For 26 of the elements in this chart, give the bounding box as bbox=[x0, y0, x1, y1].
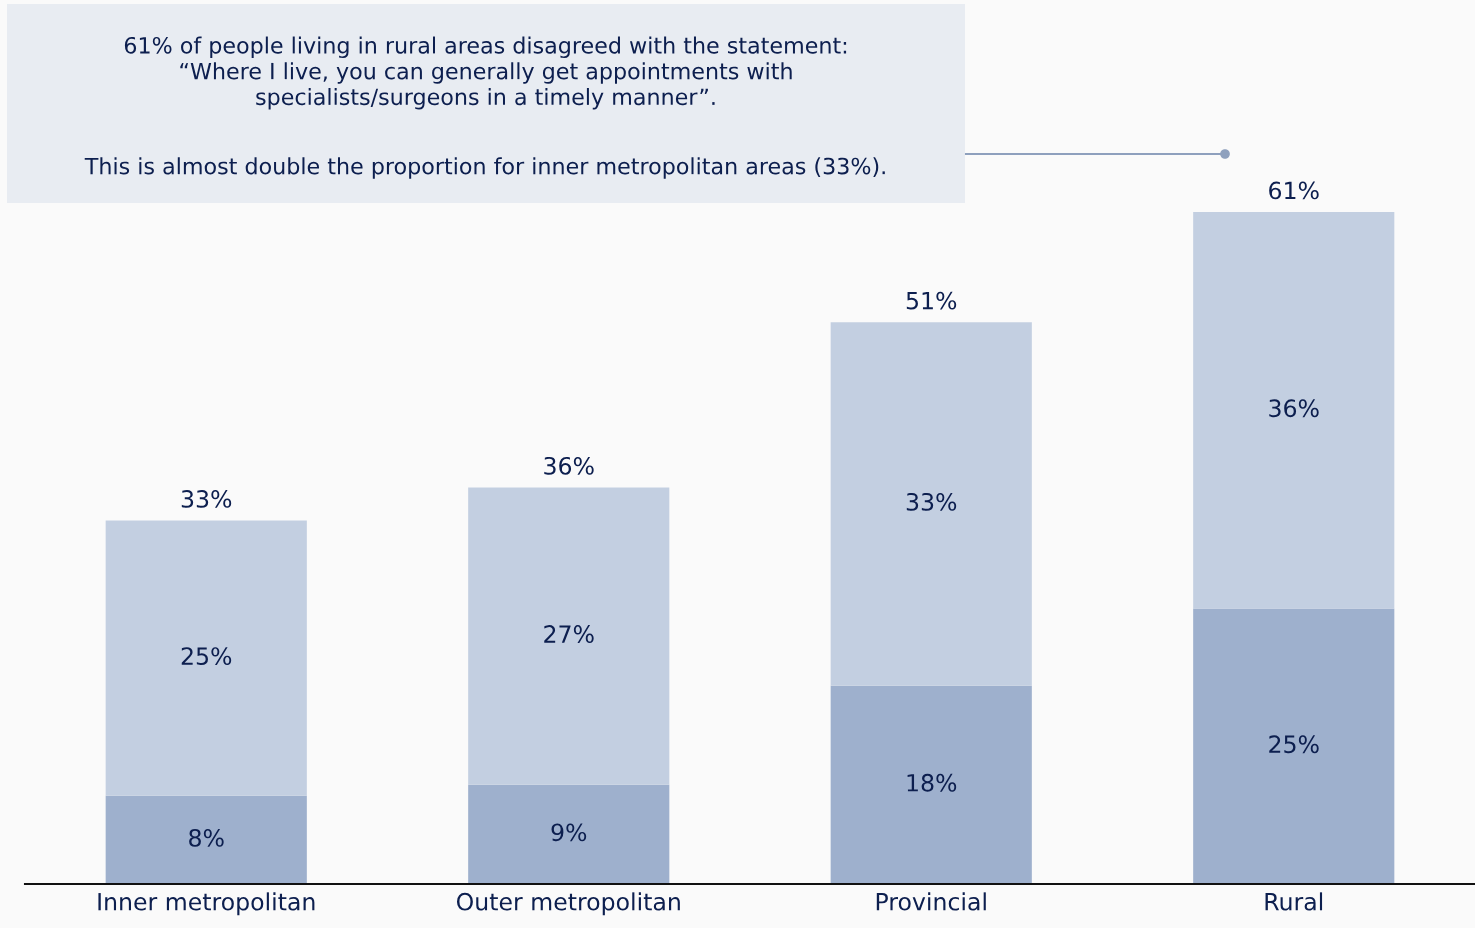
data-label: 8% bbox=[189, 828, 224, 847]
bar bbox=[830, 685, 1032, 884]
x-tick-label: Outer metropolitan bbox=[456, 892, 680, 916]
data-label: 25% bbox=[181, 647, 232, 666]
bar bbox=[105, 795, 307, 884]
x-tick-label: Inner metropolitan bbox=[98, 892, 315, 916]
text: 61% of people living in rural areas disagreed with the statement: “Where I live, you can generally get appointments with specialists/surgeons in a timely manner”. bbox=[124, 36, 847, 110]
total-label: 61% bbox=[1269, 181, 1319, 200]
total-label: 51% bbox=[906, 291, 957, 310]
bar bbox=[468, 487, 670, 785]
data-label: 33% bbox=[906, 492, 957, 511]
x-tick-label: Provincial bbox=[876, 892, 986, 911]
x-tick-label: Rural bbox=[1265, 892, 1323, 911]
bar bbox=[1193, 212, 1395, 609]
data-label: 25% bbox=[1269, 735, 1319, 754]
text: This is almost double the proportion for inner metropolitan areas (33%). bbox=[84, 157, 885, 179]
total-label: 33% bbox=[181, 489, 232, 508]
bar bbox=[468, 784, 670, 884]
bar bbox=[105, 520, 307, 796]
data-label: 9% bbox=[551, 823, 587, 842]
data-label: 27% bbox=[544, 625, 594, 643]
data-label: 36% bbox=[1269, 399, 1319, 418]
bar bbox=[1193, 608, 1395, 884]
bar bbox=[830, 322, 1032, 686]
data-label: 18% bbox=[907, 773, 957, 792]
total-label: 36% bbox=[544, 456, 594, 475]
